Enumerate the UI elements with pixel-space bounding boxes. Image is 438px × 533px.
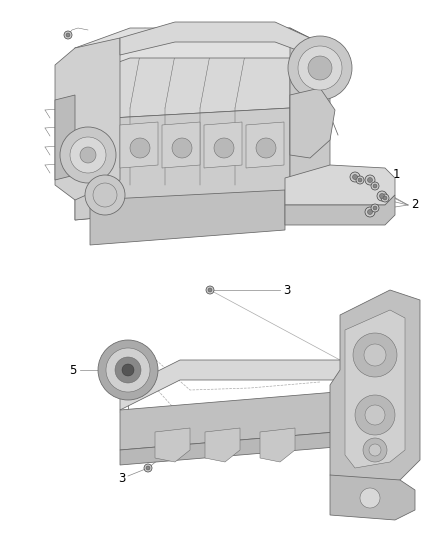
- Circle shape: [60, 127, 116, 183]
- Circle shape: [85, 175, 125, 215]
- Polygon shape: [345, 310, 405, 468]
- Polygon shape: [330, 290, 420, 490]
- Text: 3: 3: [119, 472, 126, 484]
- Text: 2: 2: [411, 198, 418, 212]
- Circle shape: [66, 33, 70, 37]
- Circle shape: [358, 178, 362, 182]
- Circle shape: [383, 196, 387, 200]
- Polygon shape: [75, 28, 330, 78]
- Circle shape: [64, 31, 72, 39]
- Text: 1: 1: [393, 168, 400, 182]
- Circle shape: [256, 138, 276, 158]
- Circle shape: [353, 333, 397, 377]
- Circle shape: [214, 138, 234, 158]
- Polygon shape: [330, 475, 415, 520]
- Circle shape: [373, 206, 377, 210]
- Circle shape: [206, 286, 214, 294]
- Polygon shape: [285, 195, 395, 225]
- Polygon shape: [90, 190, 285, 245]
- Circle shape: [146, 466, 150, 470]
- Circle shape: [288, 36, 352, 100]
- Polygon shape: [204, 122, 242, 168]
- Circle shape: [363, 438, 387, 462]
- Polygon shape: [290, 28, 330, 200]
- Circle shape: [377, 191, 387, 201]
- Polygon shape: [120, 430, 390, 465]
- Polygon shape: [120, 390, 390, 450]
- Circle shape: [144, 464, 152, 472]
- Text: 3: 3: [283, 284, 290, 296]
- Text: 4: 4: [164, 448, 172, 461]
- Circle shape: [365, 207, 375, 217]
- Polygon shape: [75, 108, 290, 220]
- Circle shape: [365, 175, 375, 185]
- Circle shape: [350, 172, 360, 182]
- Circle shape: [360, 488, 380, 508]
- Circle shape: [353, 174, 357, 180]
- Circle shape: [298, 46, 342, 90]
- Polygon shape: [162, 122, 200, 168]
- Circle shape: [365, 405, 385, 425]
- Polygon shape: [75, 28, 290, 220]
- Circle shape: [381, 194, 389, 202]
- Circle shape: [356, 176, 364, 184]
- Polygon shape: [285, 165, 395, 205]
- Circle shape: [373, 184, 377, 188]
- Polygon shape: [120, 122, 158, 168]
- Polygon shape: [55, 38, 120, 200]
- Circle shape: [308, 56, 332, 80]
- Polygon shape: [120, 22, 310, 55]
- Circle shape: [130, 138, 150, 158]
- Circle shape: [355, 395, 395, 435]
- Circle shape: [379, 193, 385, 198]
- Circle shape: [122, 364, 134, 376]
- Circle shape: [106, 348, 150, 392]
- Circle shape: [172, 138, 192, 158]
- Circle shape: [70, 137, 106, 173]
- Circle shape: [367, 177, 372, 182]
- Circle shape: [367, 209, 372, 214]
- Polygon shape: [290, 88, 335, 158]
- Polygon shape: [246, 122, 284, 168]
- Polygon shape: [260, 428, 295, 462]
- Polygon shape: [205, 428, 240, 462]
- Circle shape: [369, 444, 381, 456]
- Circle shape: [208, 288, 212, 292]
- Circle shape: [371, 182, 379, 190]
- Text: 5: 5: [70, 364, 77, 376]
- Circle shape: [98, 340, 158, 400]
- Polygon shape: [55, 95, 75, 180]
- Circle shape: [80, 147, 96, 163]
- Circle shape: [371, 204, 379, 212]
- Polygon shape: [120, 360, 390, 410]
- Circle shape: [364, 344, 386, 366]
- Circle shape: [115, 357, 141, 383]
- Polygon shape: [155, 428, 190, 462]
